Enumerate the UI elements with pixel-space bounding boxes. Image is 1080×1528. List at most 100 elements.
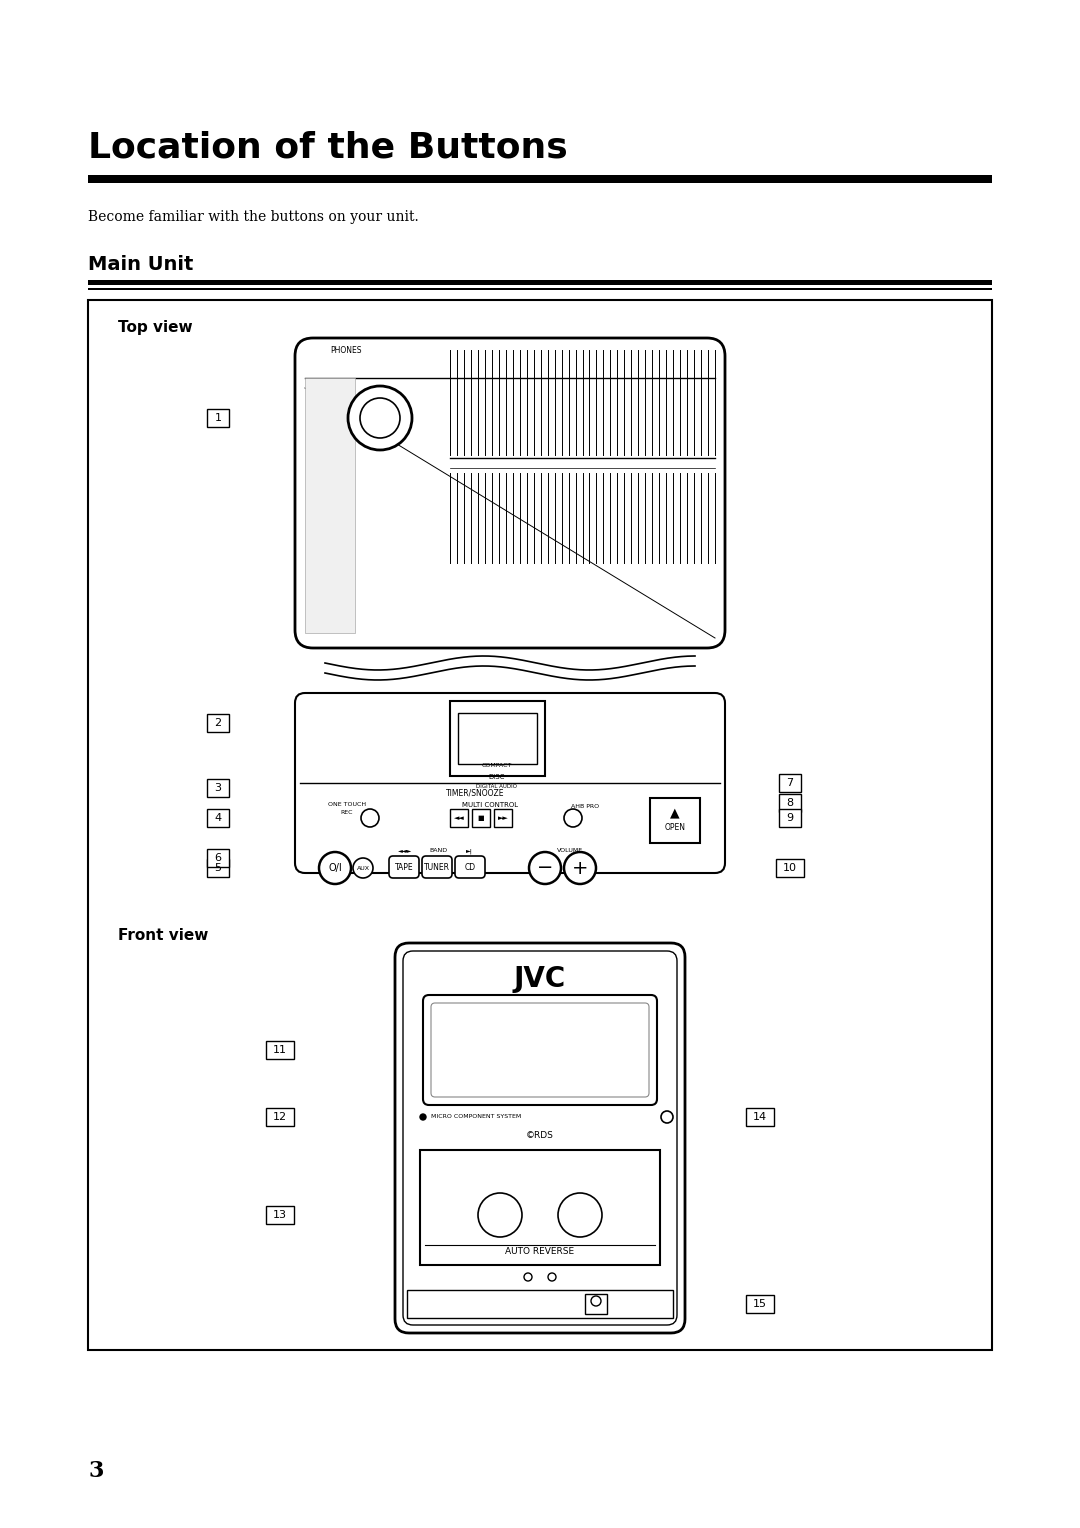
Text: 3: 3 bbox=[87, 1459, 104, 1482]
Circle shape bbox=[524, 1273, 532, 1280]
Circle shape bbox=[564, 853, 596, 885]
Bar bbox=[777, 859, 804, 877]
Bar bbox=[87, 299, 993, 1351]
Bar bbox=[266, 1108, 294, 1126]
Bar bbox=[746, 1108, 774, 1126]
Text: ◄◄►: ◄◄► bbox=[397, 848, 413, 853]
FancyBboxPatch shape bbox=[403, 950, 677, 1325]
Text: MICRO COMPONENT SYSTEM: MICRO COMPONENT SYSTEM bbox=[431, 1114, 522, 1120]
Circle shape bbox=[558, 1193, 602, 1238]
Text: 8: 8 bbox=[786, 798, 794, 808]
Circle shape bbox=[353, 859, 373, 879]
Circle shape bbox=[420, 1114, 426, 1120]
Text: AHB PRO: AHB PRO bbox=[571, 804, 599, 808]
Text: VOLUME: VOLUME bbox=[557, 848, 583, 853]
Text: Main Unit: Main Unit bbox=[87, 255, 193, 274]
Circle shape bbox=[564, 808, 582, 827]
Text: DIGITAL AUDIO: DIGITAL AUDIO bbox=[476, 784, 517, 788]
Text: 1: 1 bbox=[215, 413, 221, 423]
Text: 6: 6 bbox=[215, 853, 221, 863]
Text: 14: 14 bbox=[753, 1112, 767, 1122]
FancyBboxPatch shape bbox=[295, 694, 725, 872]
Text: ONE TOUCH: ONE TOUCH bbox=[328, 802, 366, 807]
FancyBboxPatch shape bbox=[422, 856, 453, 879]
Text: AUX: AUX bbox=[356, 865, 369, 871]
Circle shape bbox=[360, 397, 400, 439]
Text: ◄◄: ◄◄ bbox=[454, 814, 464, 821]
Bar bbox=[87, 280, 993, 286]
Text: 3: 3 bbox=[215, 782, 221, 793]
Circle shape bbox=[529, 853, 561, 885]
Bar bbox=[450, 701, 545, 776]
Text: Location of the Buttons: Location of the Buttons bbox=[87, 130, 568, 163]
Bar bbox=[779, 808, 801, 827]
Text: JVC: JVC bbox=[514, 966, 566, 993]
Circle shape bbox=[348, 387, 411, 451]
Bar bbox=[407, 1290, 673, 1319]
Text: ■: ■ bbox=[477, 814, 484, 821]
Circle shape bbox=[591, 1296, 600, 1306]
Circle shape bbox=[361, 808, 379, 827]
Bar bbox=[87, 287, 993, 290]
Text: AUTO REVERSE: AUTO REVERSE bbox=[505, 1247, 575, 1256]
Bar bbox=[207, 850, 229, 866]
Text: PHONES: PHONES bbox=[330, 345, 362, 354]
Bar bbox=[779, 775, 801, 792]
Text: OPEN: OPEN bbox=[664, 824, 686, 833]
Circle shape bbox=[319, 853, 351, 885]
Text: −: − bbox=[537, 859, 553, 877]
Text: TIMER/SNOOZE: TIMER/SNOOZE bbox=[446, 788, 504, 798]
Text: Top view: Top view bbox=[118, 319, 192, 335]
Bar bbox=[87, 176, 993, 183]
Text: ▲: ▲ bbox=[671, 805, 679, 819]
Bar bbox=[458, 714, 537, 764]
Text: TAPE: TAPE bbox=[394, 862, 414, 871]
FancyBboxPatch shape bbox=[455, 856, 485, 879]
Text: BAND: BAND bbox=[429, 848, 447, 853]
Circle shape bbox=[661, 1111, 673, 1123]
FancyBboxPatch shape bbox=[295, 338, 725, 648]
Text: +: + bbox=[571, 859, 589, 877]
Bar bbox=[207, 808, 229, 827]
FancyBboxPatch shape bbox=[431, 1002, 649, 1097]
Bar bbox=[207, 779, 229, 798]
Text: TUNER: TUNER bbox=[424, 862, 450, 871]
Bar bbox=[305, 377, 355, 633]
Text: CD: CD bbox=[464, 862, 475, 871]
FancyBboxPatch shape bbox=[395, 943, 685, 1332]
Text: DISC: DISC bbox=[489, 775, 505, 779]
Text: 7: 7 bbox=[786, 778, 794, 788]
Text: 2: 2 bbox=[215, 718, 221, 727]
Text: 5: 5 bbox=[215, 863, 221, 872]
Bar bbox=[650, 798, 700, 843]
Text: ►►: ►► bbox=[498, 814, 509, 821]
Bar bbox=[266, 1041, 294, 1059]
Text: MULTI CONTROL: MULTI CONTROL bbox=[462, 802, 518, 808]
Bar bbox=[207, 859, 229, 877]
Text: 10: 10 bbox=[783, 863, 797, 872]
Text: COMPACT: COMPACT bbox=[482, 762, 512, 769]
Text: O/I: O/I bbox=[328, 863, 342, 872]
Text: Become familiar with the buttons on your unit.: Become familiar with the buttons on your… bbox=[87, 209, 419, 225]
Text: Front view: Front view bbox=[118, 927, 208, 943]
Text: 11: 11 bbox=[273, 1045, 287, 1054]
FancyBboxPatch shape bbox=[389, 856, 419, 879]
Bar bbox=[746, 1296, 774, 1313]
Circle shape bbox=[478, 1193, 522, 1238]
Bar bbox=[207, 410, 229, 426]
Text: 9: 9 bbox=[786, 813, 794, 824]
Bar bbox=[207, 714, 229, 732]
Bar bbox=[494, 808, 512, 827]
Text: ►|: ►| bbox=[465, 848, 472, 854]
Text: ©RDS: ©RDS bbox=[526, 1131, 554, 1140]
Text: 13: 13 bbox=[273, 1210, 287, 1219]
Bar bbox=[779, 795, 801, 811]
Text: 12: 12 bbox=[273, 1112, 287, 1122]
FancyBboxPatch shape bbox=[423, 995, 657, 1105]
Bar bbox=[420, 1151, 660, 1265]
Bar bbox=[585, 1294, 607, 1314]
Bar bbox=[472, 808, 490, 827]
Text: 4: 4 bbox=[215, 813, 221, 824]
Text: REC: REC bbox=[341, 810, 353, 814]
Text: 15: 15 bbox=[753, 1299, 767, 1309]
